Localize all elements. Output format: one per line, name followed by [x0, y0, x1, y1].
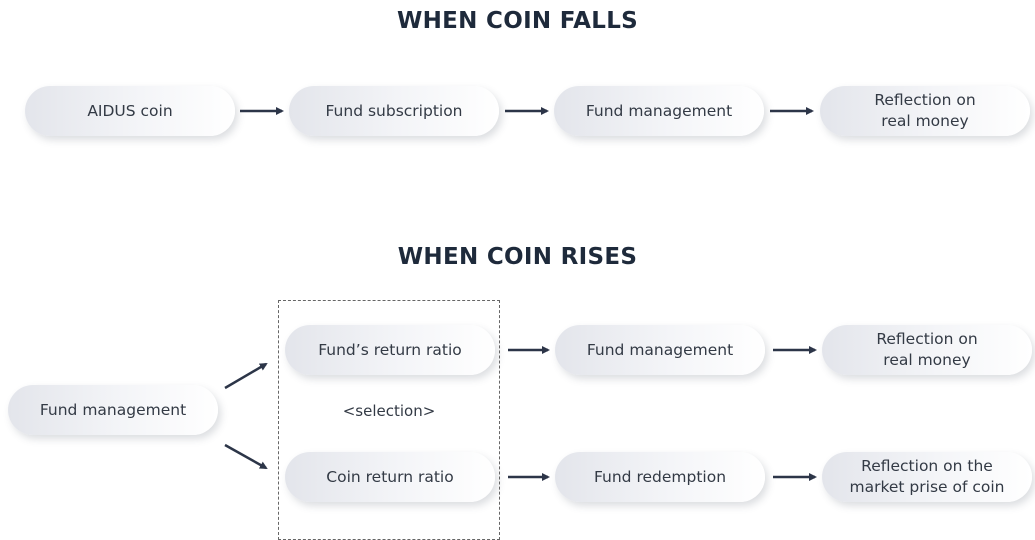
node-label: Fund management	[39, 400, 187, 419]
node: AIDUS coin	[25, 86, 235, 136]
node: Reflection on the market prise of coin	[822, 452, 1032, 502]
arrow	[224, 362, 268, 390]
selection-label: <selection>	[342, 402, 436, 420]
node: Coin return ratio	[285, 452, 495, 502]
node: Fund management	[554, 86, 764, 136]
node-label: Fund redemption	[593, 467, 727, 486]
node-label: Coin return ratio	[326, 467, 454, 486]
node: Fund subscription	[289, 86, 499, 136]
arrow	[224, 443, 268, 470]
section-title: WHEN COIN FALLS	[396, 8, 639, 34]
arrows	[224, 107, 817, 481]
node: Fund redemption	[555, 452, 765, 502]
node: Fund’s return ratio	[285, 325, 495, 375]
node: Fund management	[555, 325, 765, 375]
node-label: Fund’s return ratio	[318, 340, 462, 359]
node-label: Fund management	[585, 101, 733, 120]
node-label: Reflection on real money	[874, 91, 976, 130]
node-label: Fund management	[586, 340, 734, 359]
node: Reflection on real money	[820, 86, 1030, 136]
page: WHEN COIN FALLS AIDUS coin Fund subscrip…	[8, 8, 1032, 540]
section-title: WHEN COIN RISES	[397, 244, 638, 270]
node-label: AIDUS coin	[87, 101, 173, 120]
node: Reflection on real money	[822, 325, 1032, 375]
node-label: Reflection on real money	[876, 330, 978, 369]
node-label: Reflection on the market prise of coin	[849, 457, 1005, 496]
node: Fund management	[8, 385, 218, 435]
node-label: Fund subscription	[325, 101, 463, 120]
